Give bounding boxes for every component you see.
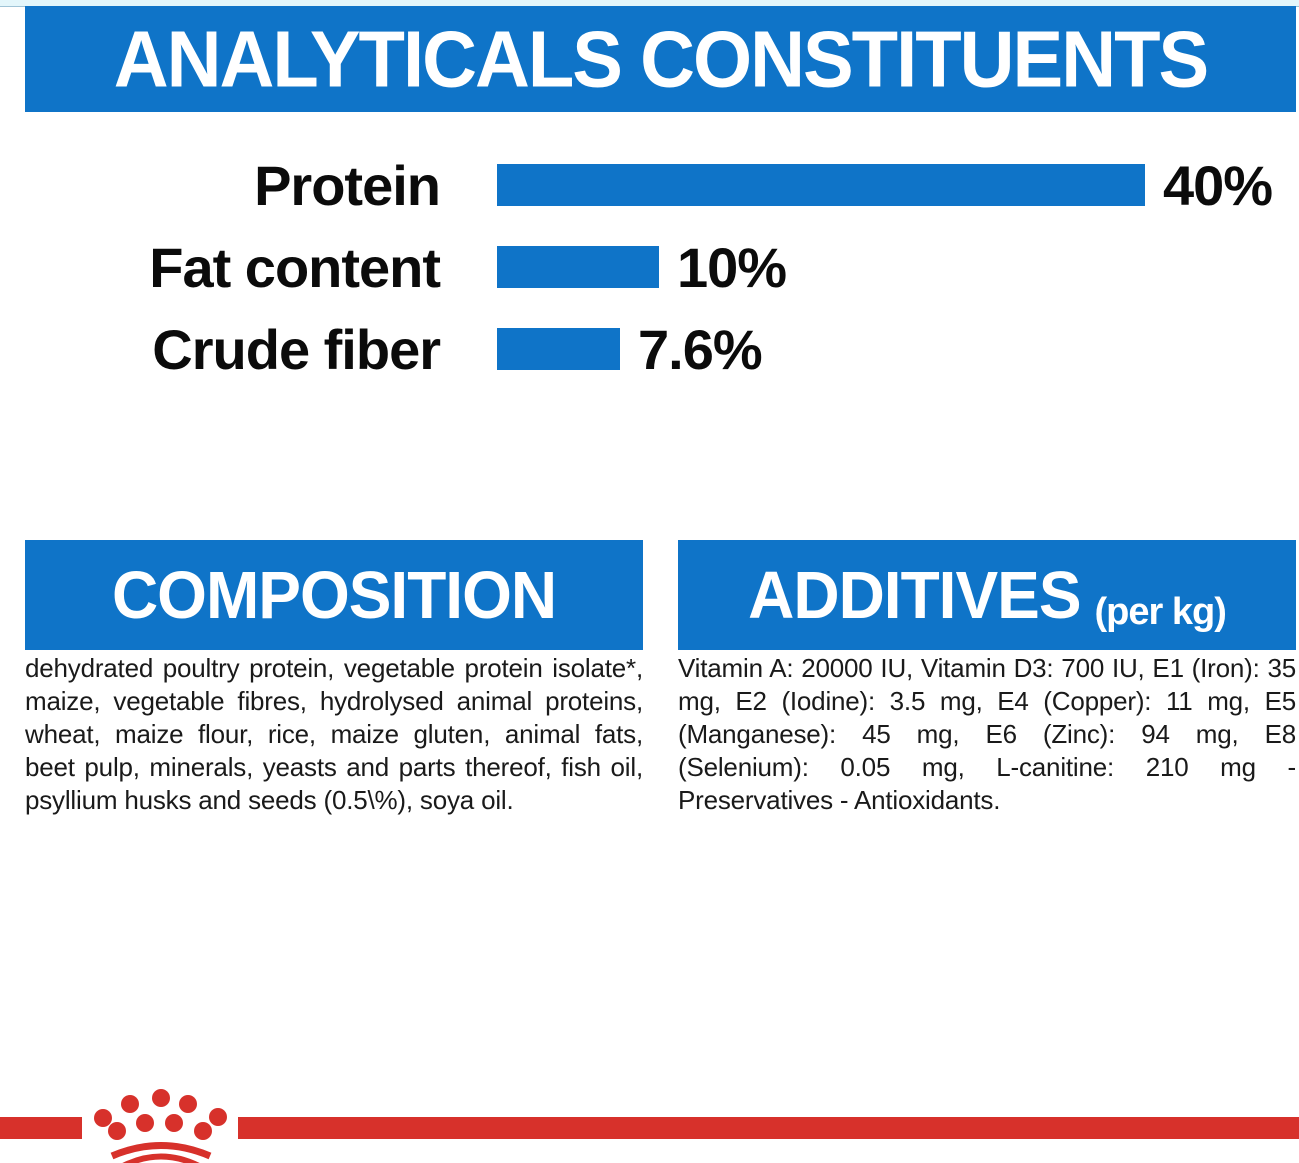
- analyticals-header-banner: ANALYTICALS CONSTITUENTS: [25, 6, 1296, 112]
- chart-row: Protein 40%: [0, 144, 1299, 226]
- additives-title-suffix: (per kg): [1094, 591, 1227, 633]
- additives-title: ADDITIVES: [748, 557, 1081, 633]
- chart-category-label: Protein: [254, 153, 441, 217]
- analyticals-title: ANALYTICALS CONSTITUENTS: [113, 14, 1209, 104]
- royal-canin-crown-icon: [94, 1089, 227, 1163]
- chart-category-label: Crude fiber: [152, 317, 441, 381]
- chart-row: Fat content 10%: [0, 226, 1299, 308]
- chart-bar: [497, 328, 620, 370]
- chart-value-label: 10%: [677, 235, 787, 299]
- composition-header-banner: COMPOSITION: [25, 540, 643, 650]
- composition-body-text: dehydrated poultry protein, vegetable pr…: [25, 653, 643, 815]
- chart-category-label: Fat content: [149, 235, 441, 299]
- footer-red-line-left: [0, 1117, 82, 1139]
- chart-value-label: 7.6%: [638, 317, 763, 381]
- chart-bar: [497, 246, 659, 288]
- chart-row: Crude fiber 7.6%: [0, 308, 1299, 390]
- additives-header-banner: ADDITIVES (per kg): [678, 540, 1296, 650]
- analytical-constituents-chart: Protein 40% Fat content 10% Crude fiber 7.6%: [0, 144, 1299, 390]
- additives-body-text: Vitamin A: 20000 IU, Vitamin D3: 700 IU,…: [678, 653, 1296, 815]
- composition-title: COMPOSITION: [111, 557, 557, 633]
- chart-bar: [497, 164, 1145, 206]
- chart-value-label: 40%: [1163, 153, 1273, 217]
- footer-red-line-right: [238, 1117, 1299, 1139]
